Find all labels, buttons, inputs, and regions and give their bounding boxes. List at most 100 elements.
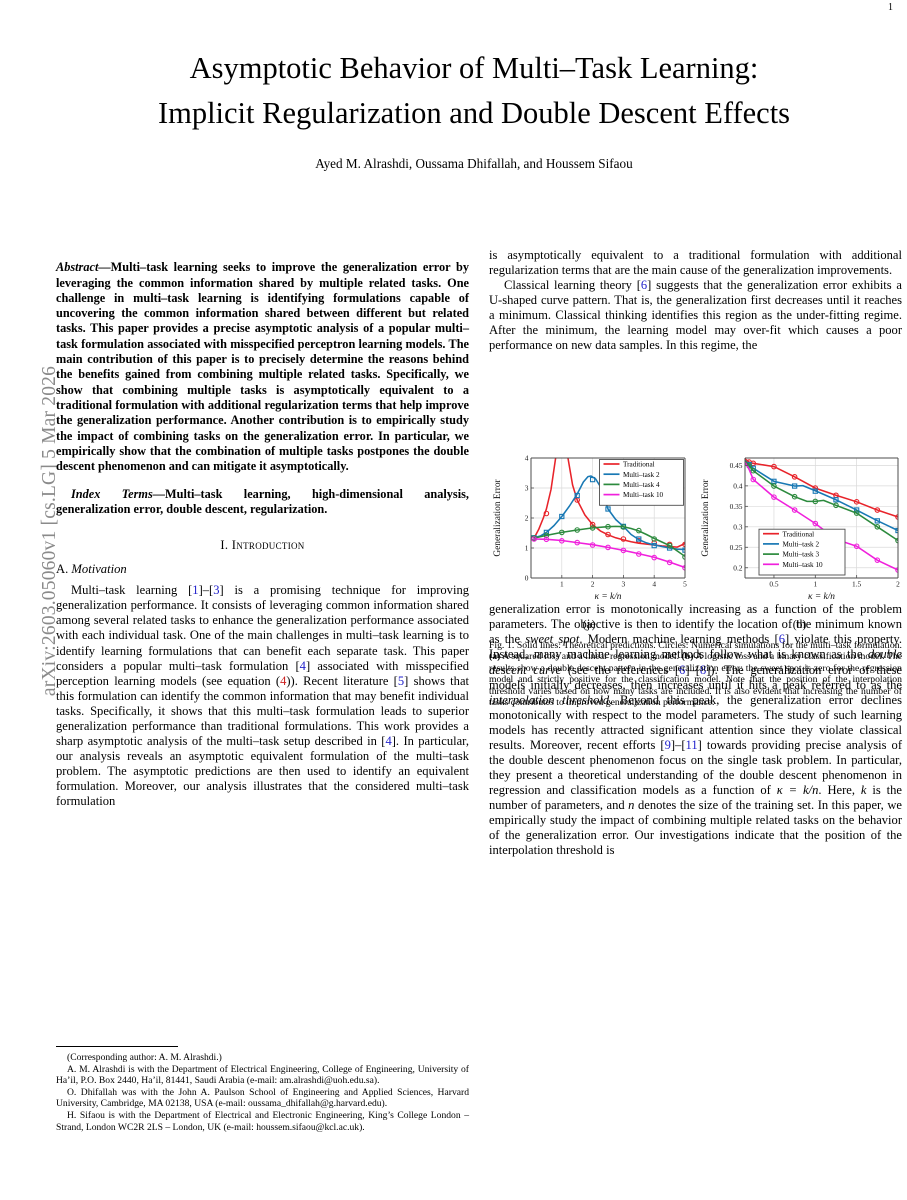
svg-text:Multi–task 10: Multi–task 10 [623,491,664,499]
text-run: ] towards providing precise analysis of … [489,737,903,797]
text-run: ] associated with misspecified perceptio… [56,658,470,688]
footnote-affiliation-dhifallah: O. Dhifallah was with the John A. Paulso… [56,1086,469,1110]
footnote-affiliation-sifaou: H. Sifaou is with the Department of Elec… [56,1109,469,1133]
right-paragraph-1: is asymptotically equivalent to a tradit… [489,248,902,278]
footnote-rule [56,1046,178,1047]
left-column: Abstract—Multi–task learning seeks to im… [56,248,469,809]
text-run: ]). The generalization error of these mo… [489,662,902,692]
text-run: Solid lines: Theoretical predictions. Ci… [514,640,902,651]
citation-link-4[interactable]: 4 [299,658,306,673]
citation-link-11[interactable]: 11 [685,737,698,752]
text-run: A logistic loss and a binary classificat… [489,651,902,709]
title-line-1: Asymptotic Behavior of Multi–Task Learni… [189,51,759,85]
text-run: (see the references [ [561,662,680,677]
svg-text:Traditional: Traditional [783,530,815,538]
svg-text:0.25: 0.25 [730,543,743,552]
text-run: ]–[ [685,662,700,677]
text-run: ]–[ [198,583,214,598]
chart-fig1b: 0.5 1 1.5 2 0.2 0.25 0.3 0.35 0.4 0.45 κ = k/n Gene… [701,457,900,602]
subfigure-b: 0.5 1 1.5 2 0.2 0.25 0.3 0.35 0.4 0.45 κ = k/n Gene… [697,452,902,631]
abstract-paragraph: Abstract—Multi–task learning seeks to im… [56,260,469,474]
subfigure-b-label: (b) [792,618,807,631]
citation-link-3[interactable]: 3 [213,583,220,598]
text-run: . Here, [818,782,861,797]
text-run: Classical learning theory [ [504,278,641,293]
right-paragraph-2: Classical learning theory [6] suggests t… [489,278,902,353]
figure-panels-row: 1 2 3 4 5 0 1 2 3 4 κ = k/n Generalization Error Tra… [489,452,902,631]
svg-text:0.2: 0.2 [733,563,743,572]
citation-link-6[interactable]: 6 [640,278,648,293]
text-run: ] violate this property. Instead, many m… [489,632,903,662]
chart-fig1a: 1 2 3 4 5 0 1 2 3 4 κ = k/n Generalization Error Tra… [493,454,687,602]
citation-link-8[interactable]: 8 [699,662,707,677]
arxiv-stamp: arXiv:2603.05060v1 [cs.LG] 5 Mar 2026 [0,0,60,1200]
svg-text:2: 2 [896,580,900,589]
abstract-label: Abstract— [56,260,111,275]
text-run: ] shows that this formulation can identi… [56,673,469,748]
svg-text:3: 3 [525,484,529,493]
inline-math-n: n [628,797,635,812]
svg-text:4: 4 [652,580,656,589]
svg-text:1.5: 1.5 [852,580,862,589]
caption-panel-a-tag: (a) [489,651,501,663]
svg-text:Multi–task 10: Multi–task 10 [783,561,824,569]
footnote-corresponding-author: (Corresponding author: A. M. Alrashdi.) [67,1052,222,1063]
subfigure-a: 1 2 3 4 5 0 1 2 3 4 κ = k/n Generalization Error Tra… [489,452,689,631]
subfigure-a-label: (a) [582,618,596,631]
svg-text:Multi–task 4: Multi–task 4 [623,481,660,489]
inline-math-kappa: κ = k/n [776,782,819,797]
section-heading-introduction: I. Introduction [220,538,305,553]
svg-text:1: 1 [813,580,817,589]
svg-text:Generalization Error: Generalization Error [701,478,711,556]
figure-1: 1 2 3 4 5 0 1 2 3 4 κ = k/n Generalization Error Tra… [489,452,902,709]
text-run: Multi–task learning [ [71,583,193,598]
svg-text:5: 5 [683,580,687,589]
citation-link-1[interactable]: 1 [192,583,199,598]
svg-text:κ = k/n: κ = k/n [595,592,622,602]
citation-link-5[interactable]: 5 [397,673,405,688]
svg-text:3: 3 [622,580,626,589]
citation-link-4b[interactable]: 4 [385,733,392,748]
emph-interpolation-threshold: interpolation threshold [489,692,610,707]
svg-text:2: 2 [525,514,529,523]
emph-sweet-spot: sweet spot [525,632,580,647]
inline-math-k: k [860,782,867,797]
footnote-affiliation-alrashdi: A. M. Alrashdi is with the Department of… [56,1063,469,1087]
emph-double-descent-curve: double descent curve [489,647,902,677]
text-run: ]–[ [670,737,686,752]
subsection-title: Motivation [71,562,127,577]
svg-text:0.3: 0.3 [733,522,743,531]
index-terms-paragraph: Index Terms—Multi–task learning, high-di… [56,487,469,518]
svg-text:4: 4 [525,454,529,463]
svg-text:0: 0 [525,574,529,583]
figure-number: Fig. 1. [489,640,515,651]
text-run: ] is a promising technique for improving… [56,583,469,673]
figure-caption: Fig. 1. Solid lines: Theoretical predict… [489,640,902,709]
svg-text:2: 2 [591,580,595,589]
text-run: is the number of parameters, and [489,782,902,812]
svg-text:0.4: 0.4 [733,481,743,490]
left-paragraph-1: Multi–task learning [1]–[3] is a promisi… [56,583,469,809]
citation-link-6c[interactable]: 6 [679,662,686,677]
text-run: . Modern machine learning methods [ [579,632,779,647]
author-list: Ayed M. Alrashdi, Oussama Dhifallah, and… [315,156,633,171]
text-run: denotes the size of the training set. In… [489,797,902,858]
page-title: Asymptotic Behavior of Multi–Task Learni… [48,46,900,136]
text-run: generalization error is monotonically in… [489,602,902,647]
svg-text:0.35: 0.35 [730,502,743,511]
equation-ref-4[interactable]: 4 [280,673,287,688]
svg-text:Multi–task 3: Multi–task 3 [783,551,820,559]
citation-link-9[interactable]: 9 [664,737,671,752]
subsection-label: A. [56,562,72,577]
svg-text:κ = k/n: κ = k/n [808,592,835,602]
text-run: )). Recent literature [ [286,673,398,688]
citation-link-6b[interactable]: 6 [778,632,785,647]
index-terms-body: Multi–task learning, high-dimensional an… [56,486,469,517]
subsection-heading-motivation: A. Motivation [56,562,469,577]
abstract-body: Multi–task learning seeks to improve the… [56,260,469,474]
svg-text:1: 1 [560,580,564,589]
svg-text:0.5: 0.5 [769,580,779,589]
svg-text:Multi–task 2: Multi–task 2 [623,471,660,479]
page-number: 1 [888,2,893,13]
text-run: A squared loss and a linear regression m… [500,651,682,663]
